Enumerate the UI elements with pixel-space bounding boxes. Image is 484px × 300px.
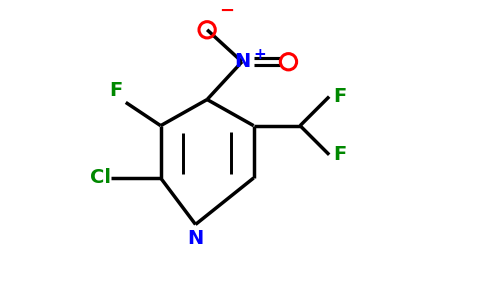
Text: F: F <box>109 80 123 100</box>
Text: F: F <box>333 87 347 106</box>
Text: +: + <box>253 47 266 62</box>
Text: Cl: Cl <box>90 169 111 188</box>
Text: −: − <box>219 2 234 20</box>
Text: N: N <box>187 229 204 248</box>
Text: F: F <box>333 145 347 164</box>
Text: N: N <box>234 52 250 71</box>
